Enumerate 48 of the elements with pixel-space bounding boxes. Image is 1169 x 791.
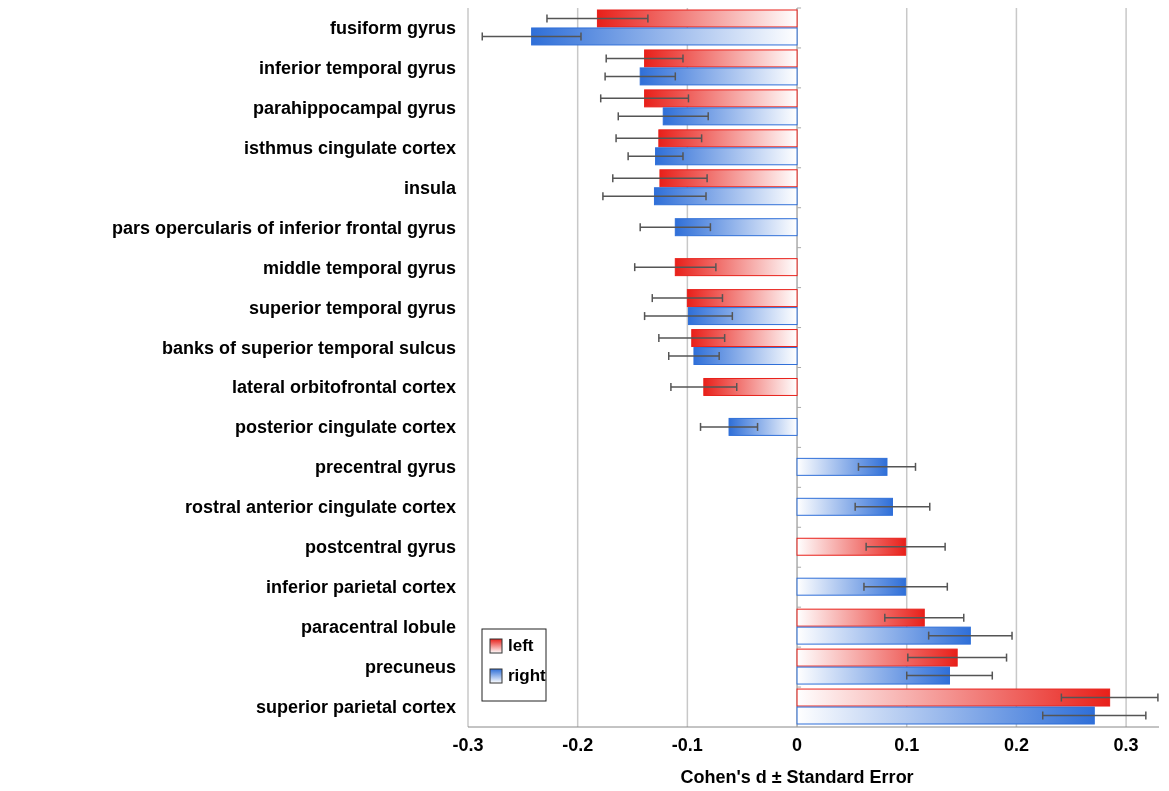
bar <box>796 626 971 645</box>
y-tick-label: posterior cingulate cortex <box>234 417 456 438</box>
bar <box>796 608 925 627</box>
y-tick-label: fusiform gyrus <box>329 17 456 38</box>
y-tick-label: precuneus <box>364 657 456 678</box>
bar <box>691 329 798 348</box>
x-tick-label: 0.3 <box>1113 735 1139 755</box>
y-tick-label: isthmus cingulate cortex <box>243 137 456 158</box>
bar <box>639 67 798 86</box>
bar <box>796 648 958 667</box>
bar <box>662 107 798 126</box>
x-tick-label: -0.2 <box>562 735 594 755</box>
y-tick-label: pars opercularis of inferior frontal gyrus <box>111 217 456 238</box>
bar <box>644 89 798 108</box>
bar <box>687 307 798 326</box>
y-tick-label: parahippocampal gyrus <box>252 97 456 118</box>
legend-label: left <box>508 636 534 655</box>
x-tick-label: -0.3 <box>452 735 484 755</box>
y-tick-label: insula <box>403 177 457 198</box>
bar <box>658 129 798 148</box>
bar <box>796 666 951 685</box>
x-tick-label: 0.2 <box>1003 735 1029 755</box>
y-tick-label: lateral orbitofrontal cortex <box>231 377 456 398</box>
y-tick-label: inferior parietal cortex <box>265 577 456 598</box>
x-tick-label: -0.1 <box>671 735 703 755</box>
y-tick-label: superior parietal cortex <box>255 697 456 718</box>
y-tick-label: middle temporal gyrus <box>262 257 456 278</box>
y-tick-label: rostral anterior cingulate cortex <box>184 497 456 518</box>
bar <box>531 27 798 46</box>
y-tick-label: banks of superior temporal sulcus <box>161 337 456 358</box>
bar <box>796 688 1111 707</box>
x-tick-label: 0.1 <box>894 735 920 755</box>
bar <box>796 706 1095 725</box>
x-tick-label: 0 <box>792 735 803 755</box>
y-tick-label: postcentral gyrus <box>304 537 456 558</box>
bar <box>653 187 798 206</box>
y-tick-label: paracentral lobule <box>300 617 456 638</box>
bar <box>655 147 798 166</box>
y-tick-label: superior temporal gyrus <box>248 297 456 318</box>
y-tick-label: precentral gyrus <box>314 457 456 478</box>
bar <box>644 49 798 68</box>
x-axis-title: Cohen's d ± Standard Error <box>680 767 914 787</box>
bar <box>659 169 798 188</box>
y-tick-label: inferior temporal gyrus <box>258 57 456 78</box>
bar <box>596 9 798 28</box>
bar <box>693 347 798 365</box>
bar <box>686 289 798 308</box>
legend-label: right <box>508 666 547 685</box>
